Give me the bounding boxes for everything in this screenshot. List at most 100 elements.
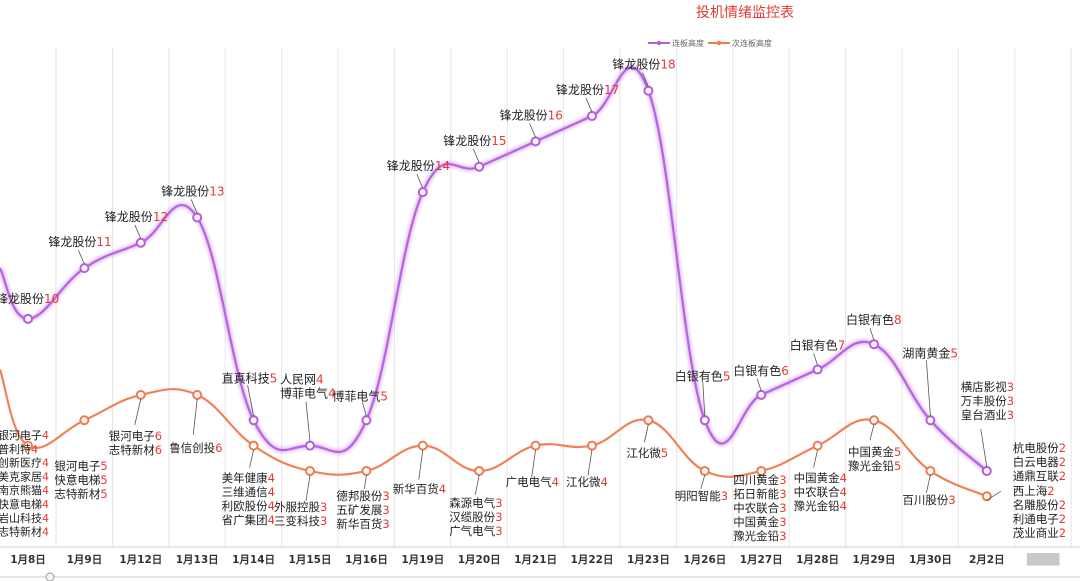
legend-label: 次连板高度 xyxy=(732,38,772,48)
data-label: 豫光金铅4 xyxy=(794,499,847,513)
label-leader xyxy=(869,328,875,341)
label-leader xyxy=(756,378,762,392)
data-label: 三维通信4 xyxy=(222,485,275,499)
data-label: 白银有色5 xyxy=(675,368,731,383)
series-2 xyxy=(0,369,992,502)
data-point[interactable] xyxy=(699,415,710,426)
x-tick-label: 1月20日 xyxy=(458,554,501,566)
x-axis: 1月8日 1月9日 1月12日 1月13日 1月14日 1月15日 1月16日 1月19日 1月… xyxy=(0,546,1080,566)
data-point[interactable] xyxy=(587,440,597,451)
x-tick-label: 1月28日 xyxy=(796,554,839,566)
data-point[interactable] xyxy=(135,237,146,248)
data-label: 岩山科技4 xyxy=(0,511,49,525)
x-tick-label: 1月30日 xyxy=(909,554,952,566)
series-line xyxy=(0,66,988,472)
data-point[interactable] xyxy=(812,440,823,451)
data-label: 森源电气3 xyxy=(449,496,502,510)
data-label: 志特新材6 xyxy=(109,443,162,457)
data-label: 豫光金铅5 xyxy=(848,459,901,473)
data-point[interactable] xyxy=(869,339,879,350)
data-point[interactable] xyxy=(23,313,33,324)
data-label: 人民网4 xyxy=(280,373,324,387)
data-label: 明阳智能3 xyxy=(675,489,728,503)
label-leader xyxy=(134,224,142,239)
data-label: 茂业商业2 xyxy=(1013,526,1066,540)
data-label: 万丰股份3 xyxy=(961,394,1014,408)
label-leader xyxy=(362,402,367,417)
data-point[interactable] xyxy=(925,465,936,476)
data-label: 利通电子2 xyxy=(1013,512,1066,526)
chart-title: 投机情绪监控表 xyxy=(696,5,794,21)
data-label: 博菲电气5 xyxy=(332,388,388,403)
label-leader xyxy=(472,148,480,163)
label-leader xyxy=(813,353,818,366)
data-point[interactable] xyxy=(23,440,33,451)
data-point[interactable] xyxy=(474,465,485,476)
data-point[interactable] xyxy=(417,440,428,451)
data-point[interactable] xyxy=(756,389,767,400)
x-tick-label: 1月19日 xyxy=(401,554,444,566)
label-leader xyxy=(644,424,649,443)
data-point[interactable] xyxy=(305,440,315,451)
data-labels: 锋龙股份10 锋龙股份11 锋龙股份12 锋龙股份13 锋龙股份14 锋龙股份15 锋龙股份… xyxy=(0,58,1066,543)
data-point[interactable] xyxy=(587,111,597,122)
x-tick-label-obscured: ████ xyxy=(1026,553,1060,566)
scrollbar-thumb[interactable] xyxy=(45,572,55,581)
x-tick-label: 1月16日 xyxy=(345,554,388,566)
data-label: 中农联合4 xyxy=(794,485,847,499)
label-leader xyxy=(531,449,536,478)
data-label: 锋龙股份16 xyxy=(500,108,563,122)
data-label: 锋龙股份15 xyxy=(443,134,506,148)
data-point[interactable] xyxy=(361,465,372,476)
label-leader xyxy=(986,490,1002,501)
label-leader xyxy=(247,385,254,417)
data-label: 美克家居4 xyxy=(0,469,49,483)
data-point[interactable] xyxy=(643,85,654,96)
data-point[interactable] xyxy=(79,415,90,426)
data-point[interactable] xyxy=(699,465,710,476)
data-label: 四川黄金3 xyxy=(733,473,786,487)
label-leader xyxy=(869,424,875,441)
data-point[interactable] xyxy=(361,415,372,426)
label-leader xyxy=(305,401,311,442)
data-point[interactable] xyxy=(925,415,936,426)
data-label: 快意电梯4 xyxy=(0,497,49,511)
label-leader xyxy=(192,398,198,435)
legend-item-2[interactable]: 次连板高度 xyxy=(708,38,772,48)
label-leader xyxy=(587,449,593,476)
data-point[interactable] xyxy=(530,440,541,451)
x-tick-label: 1月9日 xyxy=(67,554,103,566)
legend-marker xyxy=(656,40,662,46)
label-leader xyxy=(529,123,536,138)
data-label: 美年健康4 xyxy=(222,471,275,485)
data-point[interactable] xyxy=(812,364,823,375)
x-tick-label: 1月15日 xyxy=(289,554,332,566)
data-point[interactable] xyxy=(305,465,315,476)
data-point[interactable] xyxy=(981,465,992,476)
label-leader xyxy=(700,474,706,490)
data-point[interactable] xyxy=(530,136,541,147)
data-point[interactable] xyxy=(981,491,992,502)
data-label: 通鼎互联2 xyxy=(1013,469,1066,483)
label-leader xyxy=(134,398,142,425)
data-point[interactable] xyxy=(192,389,203,400)
label-leader xyxy=(190,199,198,214)
data-label: 直真科技5 xyxy=(222,371,278,385)
scrollbar[interactable] xyxy=(0,572,1080,581)
data-label: 中国黄金4 xyxy=(794,471,847,485)
data-point[interactable] xyxy=(79,263,90,274)
x-tick-label: 1月14日 xyxy=(232,554,275,566)
data-point[interactable] xyxy=(643,415,654,426)
data-point[interactable] xyxy=(417,187,428,198)
legend-item-1[interactable]: 连板高度 xyxy=(648,38,704,48)
data-label: 皇台酒业3 xyxy=(961,408,1014,422)
data-label: 外服控股3 xyxy=(274,500,327,514)
data-point[interactable] xyxy=(248,415,259,426)
data-point[interactable] xyxy=(474,161,485,172)
data-point[interactable] xyxy=(869,415,879,426)
legend-marker xyxy=(716,40,722,46)
label-leader xyxy=(926,474,931,494)
data-point[interactable] xyxy=(135,389,146,400)
data-point[interactable] xyxy=(248,440,259,451)
data-point[interactable] xyxy=(192,212,203,223)
